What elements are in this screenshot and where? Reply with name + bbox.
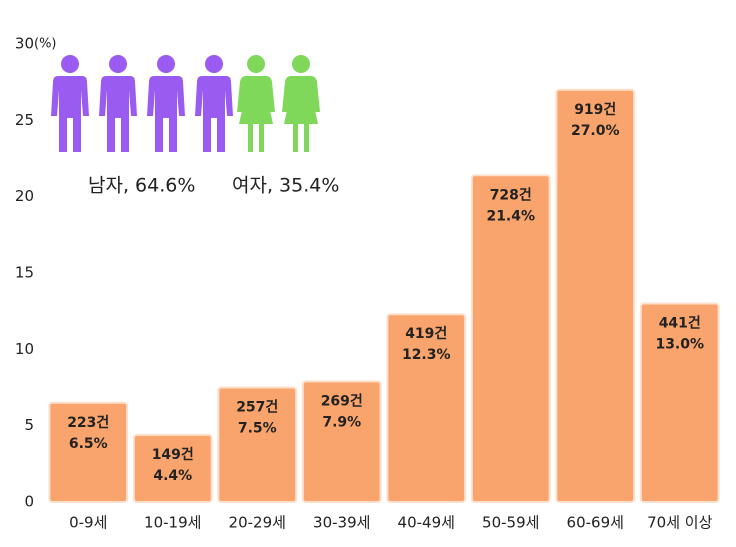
annotation: 남자, 64.6% bbox=[88, 175, 195, 197]
x-tick-label: 50-59세 bbox=[482, 514, 539, 532]
count-label: 441건 bbox=[659, 315, 701, 332]
bar bbox=[555, 88, 636, 504]
value-label: 12.3% bbox=[402, 347, 451, 363]
value-label: 7.5% bbox=[238, 421, 277, 437]
y-tick-label: 10 bbox=[15, 340, 34, 358]
bar bbox=[217, 386, 298, 503]
count-label: 269건 bbox=[321, 392, 363, 409]
value-label: 4.4% bbox=[153, 468, 192, 484]
value-label: 7.9% bbox=[322, 414, 361, 430]
value-label: 21.4% bbox=[486, 208, 535, 224]
count-label: 419건 bbox=[405, 325, 447, 342]
value-label: 27.0% bbox=[571, 123, 620, 139]
bar bbox=[386, 313, 467, 503]
bar bbox=[301, 380, 382, 504]
count-label: 919건 bbox=[574, 101, 616, 118]
bar bbox=[470, 174, 551, 503]
y-tick-label: 5 bbox=[24, 416, 34, 434]
value-label: 6.5% bbox=[69, 436, 108, 452]
bar bbox=[132, 433, 213, 503]
value-label: 13.0% bbox=[655, 337, 704, 353]
count-label: 257건 bbox=[236, 399, 278, 416]
y-axis-label: (%) bbox=[34, 37, 57, 52]
y-tick-label: 25 bbox=[15, 111, 34, 129]
count-label: 223건 bbox=[67, 414, 109, 431]
count-label: 149건 bbox=[152, 446, 194, 463]
x-tick-label: 60-69세 bbox=[567, 514, 624, 532]
count-label: 728건 bbox=[490, 186, 532, 203]
x-tick-label: 10-19세 bbox=[144, 514, 201, 532]
x-tick-label: 70세 이상 bbox=[647, 514, 712, 532]
x-tick-label: 20-29세 bbox=[229, 514, 286, 532]
x-tick-label: 30-39세 bbox=[313, 514, 370, 532]
y-tick-label: 30 bbox=[15, 35, 34, 53]
y-tick-label: 15 bbox=[15, 264, 34, 282]
x-tick-label: 40-49세 bbox=[398, 514, 455, 532]
bar bbox=[48, 401, 129, 503]
y-tick-label: 20 bbox=[15, 187, 34, 205]
x-tick-label: 0-9세 bbox=[69, 514, 107, 532]
people-icons bbox=[51, 55, 320, 152]
y-tick-label: 0 bbox=[24, 493, 34, 511]
bar bbox=[639, 302, 720, 503]
annotation: 여자, 35.4% bbox=[232, 175, 339, 197]
